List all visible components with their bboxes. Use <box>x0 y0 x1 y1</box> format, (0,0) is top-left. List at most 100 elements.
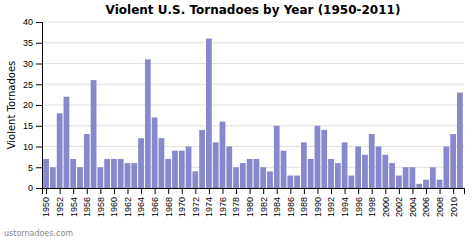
x-tick-label: 1956 <box>82 197 92 217</box>
y-tick-mark <box>36 126 42 127</box>
x-tick-label: 1992 <box>326 197 336 217</box>
x-tick-mark <box>127 188 128 194</box>
bar <box>396 176 402 188</box>
x-tick-label: 2002 <box>394 197 404 217</box>
bar <box>57 113 63 188</box>
grid-line <box>42 84 464 85</box>
x-tick-label: 1986 <box>286 197 296 217</box>
grid-line <box>42 22 464 23</box>
x-tick-mark <box>60 188 61 194</box>
x-tick-label: 1954 <box>69 197 79 217</box>
grid <box>42 22 464 188</box>
x-tick: 1950 <box>41 188 51 217</box>
x-tick-label: 2006 <box>421 197 431 217</box>
x-tick-mark <box>100 188 101 194</box>
bar <box>437 180 443 188</box>
bar <box>382 155 388 188</box>
bar <box>172 151 178 188</box>
bar <box>403 167 409 188</box>
x-tick: 1956 <box>82 188 92 217</box>
x-tick-mark <box>87 188 88 194</box>
y-tick-label: 35 <box>23 38 33 48</box>
y-tick-mark <box>36 105 42 106</box>
bar <box>457 93 463 188</box>
bars <box>43 39 463 188</box>
y-tick: 10 <box>23 142 42 152</box>
x-tick-mark <box>331 188 332 194</box>
x-tick-mark <box>453 188 454 194</box>
x-tick-label: 1952 <box>55 197 65 217</box>
x-tick: 1966 <box>150 188 160 217</box>
x-tick-mark <box>73 188 74 194</box>
x-tick-label: 1996 <box>354 197 364 217</box>
x-tick-mark <box>209 188 210 194</box>
bar <box>315 126 321 188</box>
y-tick-label: 0 <box>28 183 33 193</box>
x-tick-mark <box>155 188 156 194</box>
bar <box>145 59 151 188</box>
bar <box>335 163 341 188</box>
y-tick-mark <box>36 43 42 44</box>
x-tick-label: 1958 <box>96 197 106 217</box>
x-tick: 1996 <box>354 188 364 217</box>
x-tick-label: 1964 <box>136 197 146 217</box>
x-tick-label: 1966 <box>150 197 160 217</box>
grid-line <box>42 105 464 106</box>
bar <box>294 176 300 188</box>
x-tick-mark <box>263 188 264 194</box>
bar <box>64 97 70 188</box>
y-axis-line <box>36 23 43 189</box>
bar <box>138 138 144 188</box>
x-tick-label: 2010 <box>449 197 459 217</box>
y-tick: 25 <box>23 80 42 90</box>
bar <box>226 147 232 189</box>
x-tick-mark <box>290 188 291 194</box>
x-tick: 1974 <box>204 188 214 217</box>
y-tick-mark <box>36 188 42 189</box>
x-tick-mark <box>399 188 400 194</box>
bar <box>70 159 76 188</box>
bar <box>91 80 97 188</box>
bar <box>260 167 266 188</box>
title: Violent U.S. Tornadoes by Year (1950-201… <box>106 3 401 17</box>
x-tick: 1972 <box>191 188 201 217</box>
bar <box>131 163 137 188</box>
x-tick: 1998 <box>367 188 377 217</box>
y-tick-label: 25 <box>23 80 33 90</box>
x-tick: 1964 <box>136 188 146 217</box>
bar <box>192 171 198 188</box>
y-axis: 0510152025303540 <box>23 17 43 193</box>
x-tick-mark <box>141 188 142 194</box>
bar <box>348 176 354 188</box>
x-tick-label: 1978 <box>231 197 241 217</box>
y-tick-label: 15 <box>23 121 33 131</box>
bar <box>118 159 124 188</box>
x-tick-label: 2004 <box>408 197 418 217</box>
chart: 1950195219541956195819601962196419661968… <box>0 0 474 240</box>
x-tick: 2004 <box>408 188 418 217</box>
bar <box>199 130 205 188</box>
bar <box>220 122 226 188</box>
x-tick-mark <box>182 188 183 194</box>
bar <box>125 163 131 188</box>
bar <box>254 159 260 188</box>
bar <box>267 171 273 188</box>
x-tick-label: 1950 <box>41 197 51 217</box>
x-tick-label: 2000 <box>381 197 391 217</box>
x-tick-label: 1994 <box>340 197 350 217</box>
x-tick-label: 1972 <box>191 197 201 217</box>
x-tick-mark <box>412 188 413 194</box>
x-tick-mark <box>236 188 237 194</box>
x-tick: 1986 <box>286 188 296 217</box>
grid-line <box>42 63 464 64</box>
y-tick-mark <box>36 22 42 23</box>
bar <box>362 155 368 188</box>
bar <box>233 167 239 188</box>
y-tick: 35 <box>23 38 42 48</box>
x-tick: 2008 <box>435 188 445 217</box>
grid-line <box>42 125 464 126</box>
x-tick-label: 1974 <box>204 197 214 217</box>
x-tick: 1980 <box>245 188 255 217</box>
y-tick: 40 <box>23 17 42 27</box>
bar <box>410 167 416 188</box>
